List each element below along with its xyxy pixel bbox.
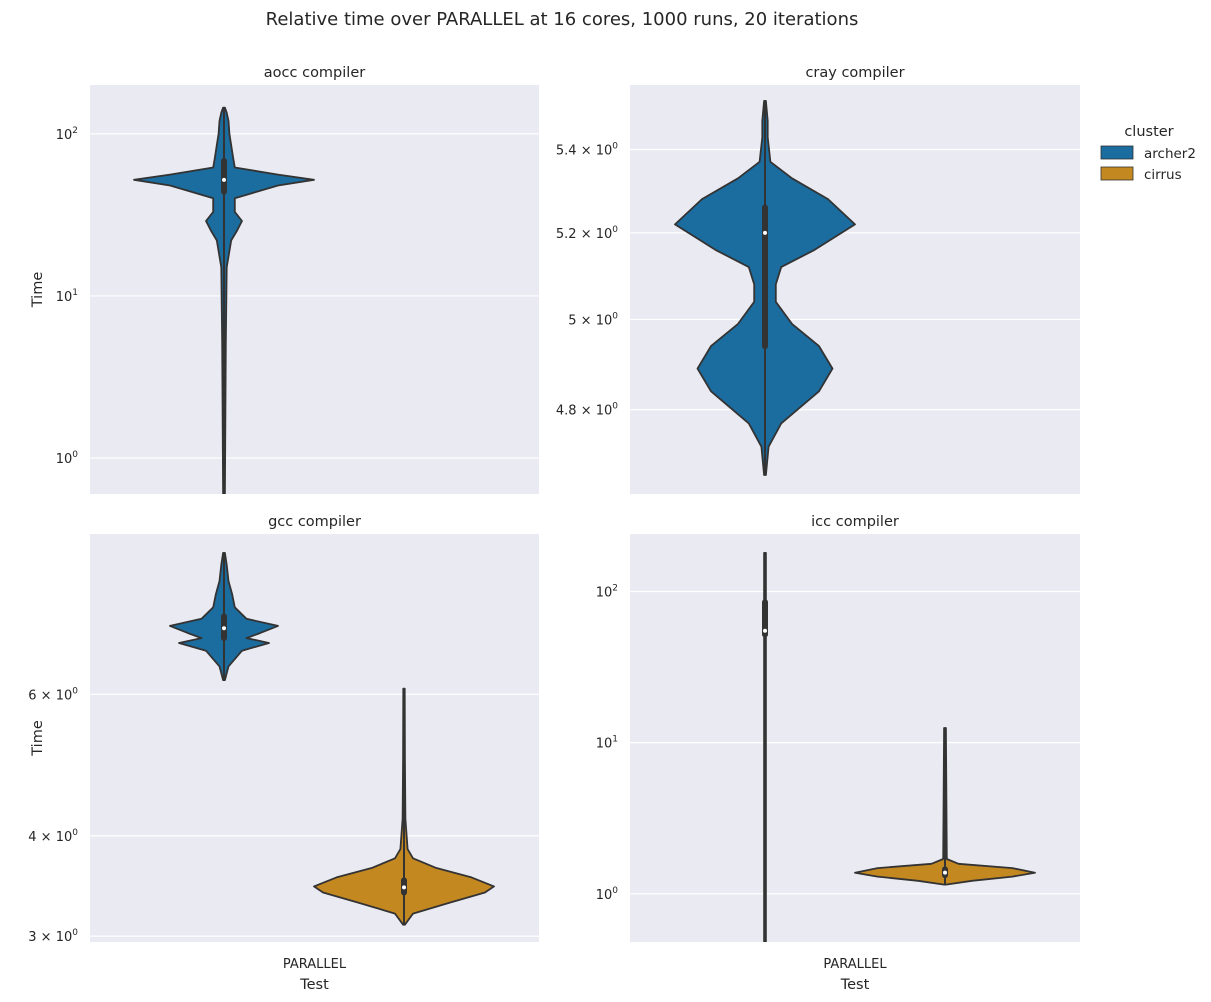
plot-area xyxy=(90,534,539,942)
violin-cirrus xyxy=(313,687,495,926)
y-tick-label: 101 xyxy=(56,288,78,305)
y-tick-label: 5.4 × 100 xyxy=(556,141,618,158)
x-axis-label: Test xyxy=(840,977,870,993)
y-tick-label: 100 xyxy=(56,450,79,467)
legend-label-cirrus: cirrus xyxy=(1144,167,1182,183)
panel-1: cray compiler 4.8 × 100 5 × 100 5.2 × 100 5.… xyxy=(556,65,1080,494)
x-tick-label: PARALLEL xyxy=(823,957,887,972)
violin-archer2 xyxy=(762,552,768,942)
median-point xyxy=(222,626,226,631)
median-point xyxy=(763,628,767,633)
y-tick-label: 100 xyxy=(596,886,619,903)
panel-3: icc compiler 100 101 102 PARALLEL Test xyxy=(596,514,1080,993)
x-tick-label: PARALLEL xyxy=(283,957,347,972)
y-tick-label: 101 xyxy=(596,735,618,752)
y-tick-label: 102 xyxy=(596,583,618,600)
panel-title: aocc compiler xyxy=(264,65,365,81)
y-axis-label: Time xyxy=(30,720,46,757)
bottom-left-x-axis: PARALLEL Test xyxy=(283,957,347,993)
y-tick-label: 5.2 × 100 xyxy=(556,225,618,242)
median-point xyxy=(402,885,406,890)
legend-swatch-cirrus xyxy=(1100,166,1134,181)
y-tick-label: 102 xyxy=(56,126,78,143)
y-axis-label: Time xyxy=(30,272,46,309)
chart-title: Relative time over PARALLEL at 16 cores,… xyxy=(266,9,859,30)
violin-archer2 xyxy=(674,100,856,476)
legend-title: cluster xyxy=(1124,124,1173,140)
panel-title: gcc compiler xyxy=(268,514,361,530)
panel-2: gcc compiler 3 × 100 4 × 100 6 × 100 Time xyxy=(28,514,539,945)
violin-archer2 xyxy=(169,552,279,681)
median-point xyxy=(763,230,767,235)
plot-area xyxy=(90,85,539,494)
legend: cluster archer2 cirrus xyxy=(1100,124,1196,183)
panel-title: icc compiler xyxy=(811,514,899,530)
y-tick-label: 4 × 100 xyxy=(28,828,78,845)
panels: aocc compiler 100 101 102 Time cray compiler 4… xyxy=(28,65,1080,993)
legend-label-archer2: archer2 xyxy=(1144,146,1196,162)
median-point xyxy=(222,177,226,182)
panel-0: aocc compiler 100 101 102 Time xyxy=(30,65,539,494)
panel-title: cray compiler xyxy=(805,65,904,81)
median-point xyxy=(943,870,947,875)
x-axis-label: Test xyxy=(299,977,329,993)
plot-area xyxy=(630,534,1080,942)
y-tick-label: 4.8 × 100 xyxy=(556,402,618,419)
plot-area xyxy=(630,85,1080,494)
y-tick-label: 3 × 100 xyxy=(28,928,78,945)
legend-swatch-archer2 xyxy=(1100,145,1134,160)
violin-cirrus xyxy=(854,727,1036,886)
y-tick-label: 5 × 100 xyxy=(568,311,618,328)
violin-archer2 xyxy=(133,106,315,494)
y-tick-label: 6 × 100 xyxy=(28,686,78,703)
